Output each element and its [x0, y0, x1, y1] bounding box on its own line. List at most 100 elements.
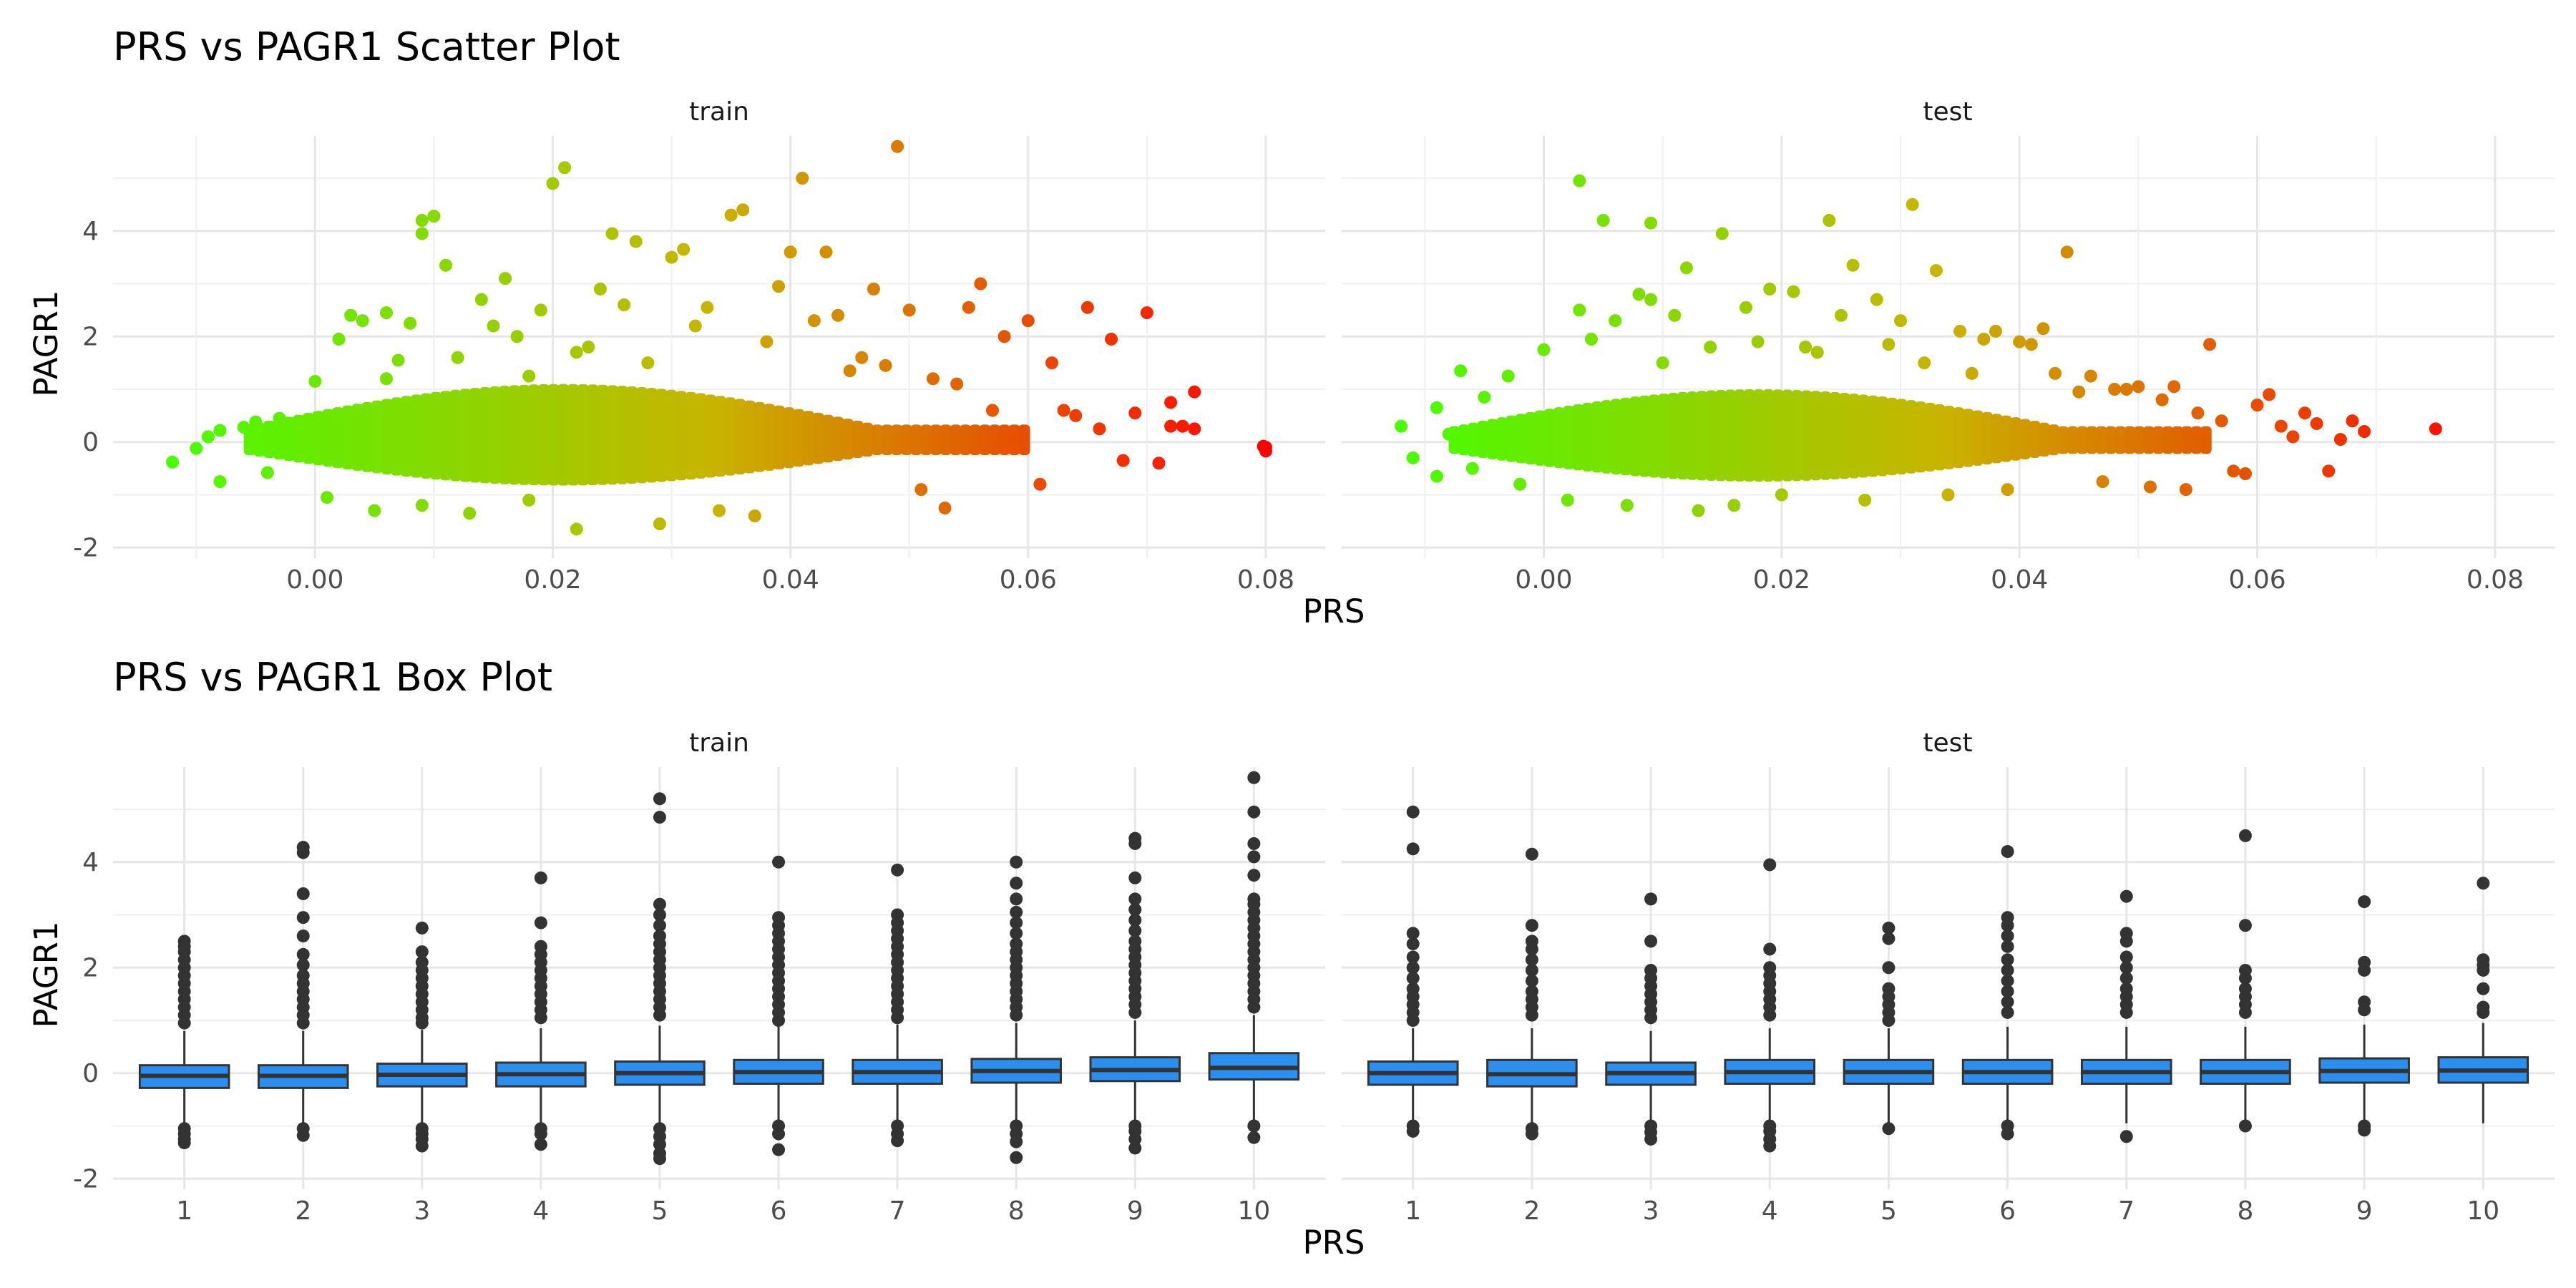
scatter-point	[1656, 356, 1669, 370]
scatter-point	[701, 301, 714, 314]
scatter-point	[1763, 282, 1777, 296]
scatter-point-cloud	[616, 386, 628, 484]
scatter-point	[891, 140, 904, 153]
scatter-point-cloud	[469, 388, 482, 483]
scatter-point	[784, 245, 797, 259]
scatter-point	[415, 214, 429, 227]
scatter-point	[1834, 308, 1848, 322]
scatter-point	[201, 430, 215, 444]
scatter-point	[570, 346, 583, 359]
scatter-panel-train	[113, 136, 1325, 558]
scatter-x-tick-label: 0.08	[2467, 565, 2524, 595]
scatter-point	[1033, 477, 1047, 491]
scatter-point	[938, 501, 952, 514]
box-outlier	[2477, 1005, 2490, 1019]
scatter-point	[618, 298, 631, 311]
box-panel-test	[1342, 767, 2555, 1189]
box-outlier	[1763, 858, 1777, 872]
scatter-point	[1105, 332, 1118, 346]
box-outlier	[1128, 871, 1142, 884]
scatter-point-cloud	[1468, 422, 1480, 457]
box-outlier	[2238, 829, 2252, 842]
scatter-point	[2132, 380, 2145, 394]
scatter-point	[273, 411, 286, 425]
box-outlier	[653, 792, 666, 806]
box-outlier	[653, 1008, 666, 1022]
scatter-x-tick-label: 0.02	[1753, 565, 1810, 595]
scatter-point-cloud	[293, 414, 305, 463]
box-outlier	[1406, 950, 1420, 964]
scatter-point	[1787, 285, 1800, 298]
box-outlier	[653, 1138, 666, 1151]
scatter-point	[1164, 396, 1178, 409]
box-outlier	[653, 811, 666, 824]
scatter-point-cloud	[1018, 424, 1030, 456]
scatter-point	[1740, 301, 1752, 314]
scatter-point-cloud	[567, 384, 580, 486]
scatter-point	[2263, 388, 2276, 401]
scatter-point-cloud	[508, 385, 521, 485]
scatter-point-cloud	[420, 393, 432, 479]
box-outlier	[2358, 1003, 2371, 1017]
box-outlier	[1010, 905, 1023, 919]
box-outlier	[415, 1016, 429, 1030]
box-outlier	[2119, 972, 2133, 985]
box-outlier	[1010, 927, 1023, 940]
box-outlier	[1010, 916, 1023, 930]
box-x-tick-label: 6	[1999, 1196, 2016, 1226]
box-outlier	[1128, 924, 1142, 937]
scatter-point	[760, 335, 774, 348]
scatter-point-cloud	[1772, 389, 1784, 482]
scatter-point-cloud	[2143, 426, 2155, 454]
scatter-point	[2203, 338, 2217, 351]
scatter-point-cloud	[940, 424, 952, 456]
box-x-tick-label: 9	[2356, 1196, 2373, 1226]
box-outlier	[296, 911, 310, 924]
scatter-point	[629, 235, 643, 248]
box-outlier	[891, 1011, 904, 1025]
scatter-point	[2298, 406, 2312, 420]
box-outlier	[1644, 1011, 1658, 1025]
scatter-point-cloud	[2029, 421, 2041, 459]
scatter-point-cloud	[1477, 421, 1489, 459]
box-outlier	[1882, 1122, 1896, 1136]
box-outlier	[1763, 1139, 1777, 1153]
scatter-point-cloud	[1991, 414, 2003, 464]
scatter-point	[2108, 383, 2122, 396]
box-outlier	[1010, 1151, 1023, 1164]
box-x-tick-label: 8	[1008, 1196, 1025, 1226]
scatter-point-cloud	[1506, 415, 1518, 462]
scatter-point-cloud	[812, 412, 824, 464]
scatter-point	[487, 319, 500, 333]
box-outlier	[1128, 913, 1142, 927]
box-outlier	[1406, 937, 1420, 951]
scatter-point	[2036, 322, 2050, 336]
scatter-point	[807, 314, 821, 328]
scatter-point-cloud	[900, 424, 913, 456]
box-outlier	[1128, 1141, 1142, 1155]
box-outlier	[1525, 847, 1538, 861]
box-outlier	[1128, 1132, 1142, 1146]
scatter-point-cloud	[449, 389, 462, 482]
scatter-point-cloud	[518, 384, 530, 485]
scatter-point-cloud	[351, 404, 364, 471]
scatter-point	[1478, 391, 1491, 404]
box-outlier	[2001, 995, 2014, 1009]
scatter-point	[1584, 332, 1598, 346]
scatter-point-cloud	[841, 419, 854, 460]
scatter-point-cloud	[1515, 414, 1527, 464]
scatter-point-cloud	[263, 420, 275, 459]
scatter-point	[831, 308, 845, 322]
scatter-point-cloud	[665, 389, 678, 482]
scatter-point	[713, 504, 726, 517]
scatter-point	[2274, 419, 2288, 433]
scatter-point	[237, 421, 250, 434]
scatter-point	[2429, 422, 2442, 436]
scatter-point-cloud	[1677, 391, 1689, 480]
scatter-facet-label-test: test	[1923, 97, 1972, 127]
scatter-y-tick-label: 2	[82, 322, 99, 351]
scatter-point-cloud	[2181, 426, 2193, 454]
scatter-y-ticks: -2 0 2 4	[73, 217, 99, 563]
scatter-x-tick-label: 0.08	[1237, 565, 1294, 595]
scatter-point	[190, 441, 203, 455]
